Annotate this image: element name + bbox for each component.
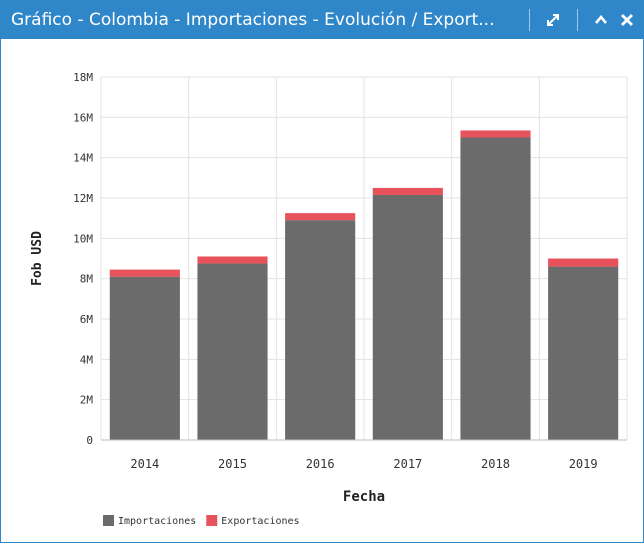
y-tick-label: 14M [73, 152, 93, 165]
bars [109, 130, 619, 441]
x-tick-label: 2017 [393, 457, 422, 471]
y-tick-label: 16M [73, 111, 93, 124]
bar-exportaciones-2014[interactable] [109, 269, 180, 277]
x-axis-label: Fecha [343, 489, 385, 505]
y-tick-label: 4M [80, 353, 94, 366]
header-separator [529, 9, 530, 31]
panel-title: Gráfico - Colombia - Importaciones - Evo… [11, 10, 495, 30]
header-separator [577, 9, 578, 31]
axes: 0 2M 4M 6M 8M 10M 12M 14M 16M 18M 2014 2015 2016 2017… [73, 71, 627, 471]
legend-label[interactable]: Importaciones [118, 516, 196, 527]
panel-header: Gráfico - Colombia - Importaciones - Evo… [1, 1, 643, 39]
y-tick-label: 2M [80, 394, 94, 407]
y-tick-label: 10M [73, 232, 93, 245]
expand-diagonal-icon [547, 14, 559, 26]
bar-exportaciones-2016[interactable] [285, 213, 356, 221]
y-tick-label: 12M [73, 192, 93, 205]
bar-exportaciones-2015[interactable] [197, 256, 268, 264]
y-tick-label: 0 [86, 434, 93, 447]
bar-importaciones-2014[interactable] [109, 276, 180, 440]
x-tick-label: 2015 [218, 457, 247, 471]
legend-swatch-importaciones[interactable] [103, 515, 114, 526]
bar-importaciones-2017[interactable] [372, 194, 443, 440]
bar-importaciones-2016[interactable] [285, 220, 356, 440]
collapse-button[interactable] [589, 8, 613, 32]
bar-exportaciones-2017[interactable] [372, 187, 443, 195]
y-tick-label: 18M [73, 71, 93, 84]
y-tick-label: 6M [80, 313, 94, 326]
close-icon [621, 14, 633, 26]
x-tick-label: 2014 [130, 457, 159, 471]
legend: Importaciones Exportaciones [103, 515, 300, 527]
close-button[interactable] [615, 8, 639, 32]
bar-importaciones-2018[interactable] [460, 137, 531, 441]
x-tick-label: 2018 [481, 457, 510, 471]
x-tick-label: 2019 [569, 457, 598, 471]
y-axis-label: Fob USD [30, 231, 45, 286]
bar-chart: 0 2M 4M 6M 8M 10M 12M 14M 16M 18M 2014 2015 2016 2017… [30, 71, 628, 527]
bar-exportaciones-2018[interactable] [460, 130, 531, 138]
chart-area: 0 2M 4M 6M 8M 10M 12M 14M 16M 18M 2014 2015 2016 2017… [1, 39, 643, 542]
bar-importaciones-2019[interactable] [548, 266, 619, 440]
bar-exportaciones-2019[interactable] [548, 258, 619, 267]
grid [100, 76, 628, 441]
x-tick-label: 2016 [306, 457, 335, 471]
legend-label[interactable]: Exportaciones [221, 516, 299, 527]
chevron-up-icon [595, 14, 607, 24]
y-tick-label: 8M [80, 273, 94, 286]
expand-button[interactable] [541, 8, 565, 32]
bar-importaciones-2015[interactable] [197, 263, 268, 440]
legend-swatch-exportaciones[interactable] [206, 515, 218, 526]
